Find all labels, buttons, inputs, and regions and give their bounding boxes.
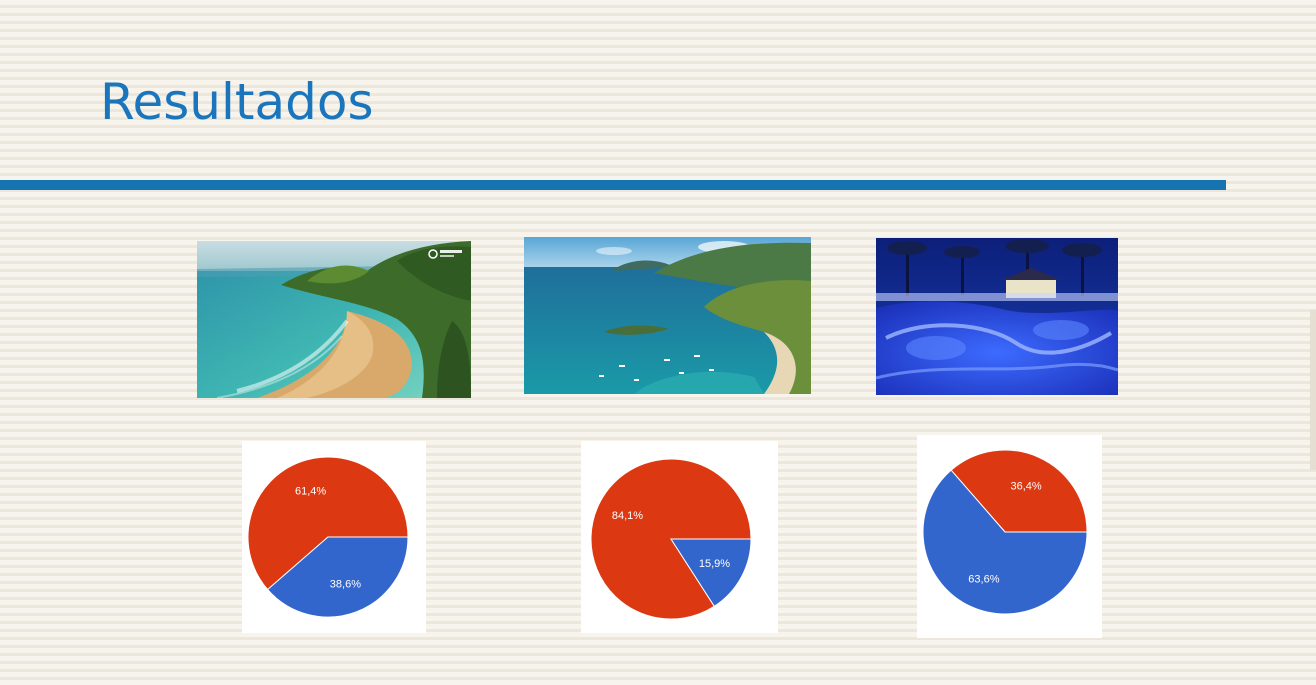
bay-photo [524, 237, 811, 394]
pool-photo [876, 238, 1118, 395]
pie-slice-label-2-2: 15,9% [699, 558, 730, 570]
pie-slice-2-1 [590, 458, 752, 620]
pie-chart-3: 36,4% 63,6% [922, 449, 1088, 615]
title-underline [0, 180, 1226, 190]
beach-photo [197, 241, 471, 398]
pie-chart-2: 84,1% 15,9% [590, 458, 752, 620]
pie-slice-2-2 [670, 538, 752, 607]
pie-slice-label-3-1: 36,4% [1010, 481, 1041, 493]
bontour-logo [428, 249, 462, 259]
pie-slice-3-1 [950, 449, 1088, 533]
pie-slice-label-2-1: 84,1% [612, 510, 643, 522]
pie-slice-label-1-2: 38,6% [330, 579, 361, 591]
pie-chart-panel-2: 84,1% 15,9% [581, 441, 778, 633]
pie-chart-1: 61,4% 38,6% [247, 456, 409, 618]
pie-slice-1-1 [247, 456, 409, 591]
pie-slice-1-2 [266, 536, 409, 618]
pie-chart-panel-3: 36,4% 63,6% [917, 435, 1102, 638]
pie-slice-label-1-1: 61,4% [295, 486, 326, 498]
pie-chart-panel-1: 61,4% 38,6% [242, 441, 426, 633]
pie-slice-label-3-2: 63,6% [968, 573, 999, 585]
page-edge-decoration [1310, 310, 1316, 470]
pie-slice-3-2 [922, 469, 1088, 615]
slide-title: Resultados [100, 73, 374, 131]
